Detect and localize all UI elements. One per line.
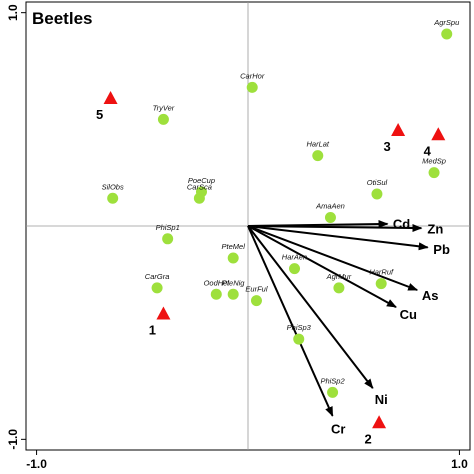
species-point-phisp1 xyxy=(162,233,174,245)
species-point-medsp xyxy=(428,167,440,179)
species-label: HarRuf xyxy=(369,268,394,277)
axis-ticks: -1.0 1.0 -1.0 1.0 xyxy=(6,4,468,471)
species-point-agrspu xyxy=(441,28,453,40)
site-label: 2 xyxy=(364,431,371,446)
species-point-ptenig xyxy=(227,288,239,300)
species-label: AgrSpu xyxy=(433,18,460,27)
species-point-silobs xyxy=(107,192,119,204)
env-vector-label: As xyxy=(422,288,439,303)
species-label: PteNig xyxy=(222,278,245,287)
site-markers: 1 2 3 4 5 xyxy=(96,91,446,446)
species-point-carhor xyxy=(246,81,258,93)
site-marker-1 xyxy=(156,306,171,320)
species-label: CarHor xyxy=(240,71,265,80)
species-label: PoeCup xyxy=(188,176,215,185)
env-vector-label: Cr xyxy=(331,422,345,437)
species-label: CarGra xyxy=(145,272,170,281)
chart-title: Beetles xyxy=(32,9,92,28)
species-points: AgrSpu CarHor TryVer HarLat MedSp PoeCupCarSc… xyxy=(102,18,460,398)
site-marker-5 xyxy=(103,91,118,104)
species-label: PhiSp3 xyxy=(287,323,312,332)
site-label: 1 xyxy=(149,322,156,337)
species-label: PhiSp1 xyxy=(156,223,180,232)
y-tick-label: 1.0 xyxy=(6,4,20,21)
species-point-phisp2 xyxy=(327,386,339,398)
species-label: HarLat xyxy=(307,140,330,149)
x-tick-label: -1.0 xyxy=(26,457,47,471)
species-label: PteMel xyxy=(222,242,246,251)
env-vector-pb xyxy=(247,225,429,251)
site-marker-2 xyxy=(372,415,387,429)
species-point-agrmur xyxy=(333,282,345,294)
site-label: 3 xyxy=(383,139,390,154)
site-label: 4 xyxy=(424,143,432,158)
x-tick-label: 1.0 xyxy=(451,457,468,471)
species-label: OodHel xyxy=(204,278,230,287)
species-point-oodhel xyxy=(210,288,222,300)
species-point-amaaen xyxy=(324,211,336,223)
env-vector-ni xyxy=(247,225,374,389)
species-label: AmaAen xyxy=(315,201,345,210)
species-label: PhiSp2 xyxy=(320,376,345,385)
env-vector-label: Pb xyxy=(433,242,450,257)
env-vector-cu xyxy=(247,225,397,308)
env-vector-zn xyxy=(247,224,423,233)
site-marker-3 xyxy=(391,123,406,136)
species-label: MedSp xyxy=(422,157,446,166)
species-point-eurful xyxy=(250,295,262,307)
species-label: AgrMur xyxy=(326,272,352,281)
env-vector-label: Ni xyxy=(375,392,388,407)
env-vector-as xyxy=(247,225,419,291)
species-point-tryver xyxy=(157,113,169,125)
species-label: SilObs xyxy=(102,182,124,191)
species-point-harruf xyxy=(375,278,387,290)
species-label: CarSca xyxy=(187,182,212,191)
env-vector-label: Zn xyxy=(427,221,443,236)
y-tick-label: -1.0 xyxy=(6,429,20,450)
env-vector-cr xyxy=(247,225,334,417)
species-label: EurFul xyxy=(245,285,267,294)
species-point-ptemel xyxy=(227,252,239,264)
species-label: TryVer xyxy=(153,103,175,112)
site-marker-4 xyxy=(431,127,446,141)
species-point-otisul xyxy=(371,188,383,200)
species-point-cargra xyxy=(151,282,163,294)
species-point-harlat xyxy=(312,150,324,162)
site-label: 5 xyxy=(96,107,103,122)
env-vector-label: Cd xyxy=(393,217,410,232)
environmental-vectors: Cd Zn Pb As Cu Ni Cr xyxy=(247,217,450,437)
species-point-haraen xyxy=(289,263,301,275)
species-point-phisp3 xyxy=(293,333,305,345)
env-vector-label: Cu xyxy=(400,307,417,322)
species-label: HarAen xyxy=(282,253,307,262)
species-label: OtiSul xyxy=(367,178,388,187)
species-point-carsca xyxy=(193,192,205,204)
